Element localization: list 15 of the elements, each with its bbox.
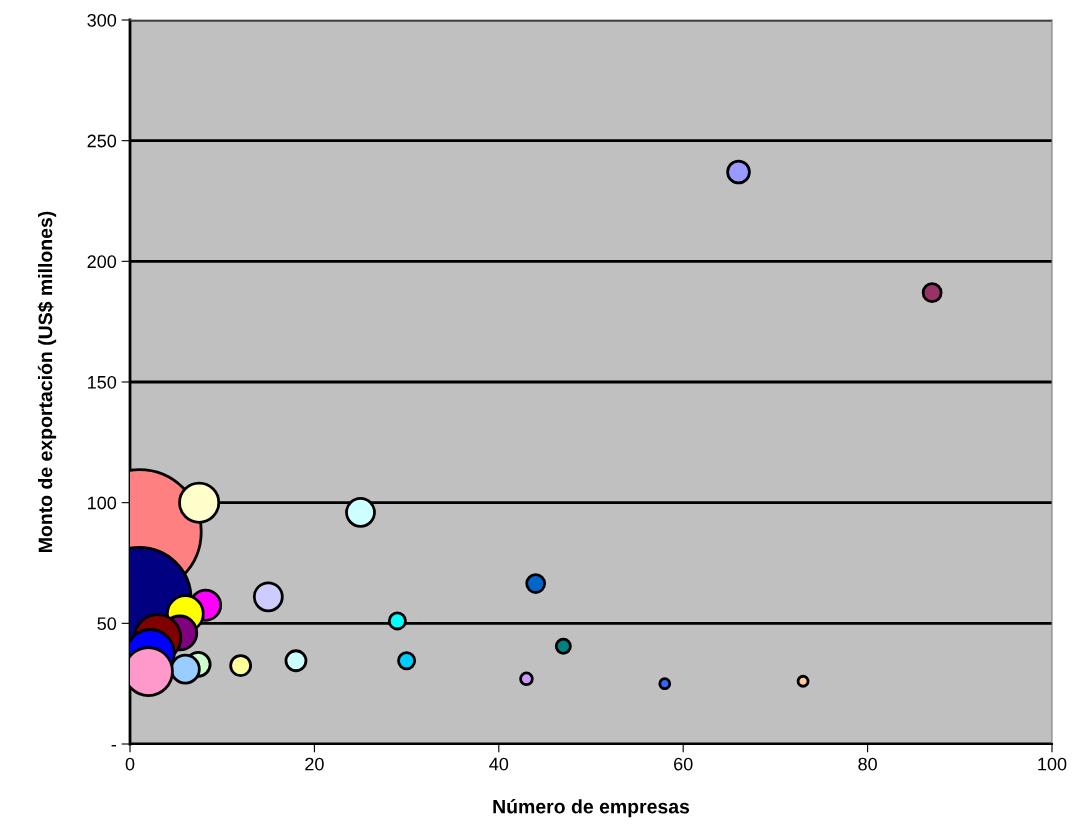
x-axis-title: Número de empresas (493, 799, 690, 818)
x-tick-label: 20 (305, 757, 324, 771)
x-tick-label: 100 (1038, 757, 1067, 771)
y-tick-label: 200 (87, 255, 117, 269)
x-tick-label: 60 (674, 757, 693, 771)
y-tick-label: 50 (97, 617, 117, 631)
x-tick-label: 40 (489, 757, 509, 771)
y-axis-title: Monto de exportación (US$ millones) (37, 211, 57, 552)
x-tick-label: 80 (858, 757, 877, 771)
y-tick-label: 100 (88, 496, 117, 510)
x-tick-label: 0 (125, 757, 135, 771)
y-tick-label: 300 (87, 13, 117, 27)
y-tick-label: 150 (88, 375, 117, 389)
y-tick-label: 250 (87, 134, 117, 148)
y-tick-label: - (111, 745, 116, 747)
